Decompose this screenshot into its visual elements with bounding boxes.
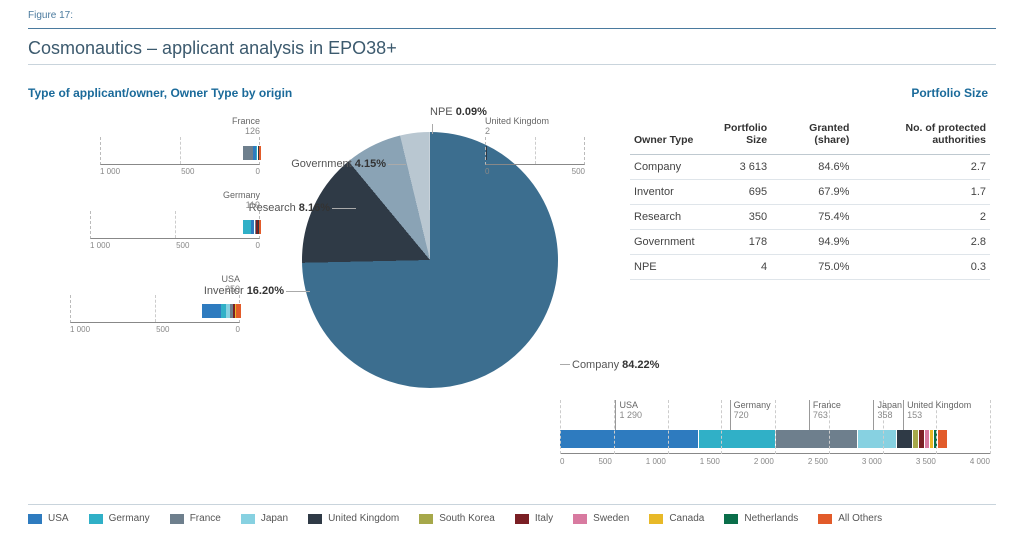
col-owner-type: Owner Type bbox=[630, 116, 699, 155]
pie-leader-npe bbox=[432, 124, 433, 134]
legend-swatch bbox=[241, 514, 255, 524]
table-row: Research35075.4%2 bbox=[630, 205, 990, 230]
legend-swatch bbox=[573, 514, 587, 524]
legend-item: Netherlands bbox=[724, 513, 798, 524]
table-row: Company3 61384.6%2.7 bbox=[630, 155, 990, 180]
pie-leader-research bbox=[332, 208, 356, 209]
pie-label-company: Company 84.22% bbox=[572, 359, 659, 371]
legend-swatch bbox=[89, 514, 103, 524]
col-granted: Granted (share) bbox=[771, 116, 853, 155]
legend-item: Sweden bbox=[573, 513, 629, 524]
mini-bar-germany: Germany1191 0005000 bbox=[90, 190, 260, 250]
legend-item: Germany bbox=[89, 513, 150, 524]
table-row: NPE475.0%0.3 bbox=[630, 255, 990, 280]
legend-item: Canada bbox=[649, 513, 704, 524]
pie-leader-inventor bbox=[286, 291, 310, 292]
legend-item: South Korea bbox=[419, 513, 495, 524]
legend-swatch bbox=[515, 514, 529, 524]
pie-label-npe: NPE 0.09% bbox=[430, 106, 487, 118]
pie-label-government: Government 4.15% bbox=[256, 158, 386, 170]
col-auth: No. of protected authorities bbox=[853, 116, 990, 155]
legend-item: United Kingdom bbox=[308, 513, 399, 524]
legend-item: Italy bbox=[515, 513, 553, 524]
table-row: Inventor69567.9%1.7 bbox=[630, 180, 990, 205]
pie-leader-company bbox=[560, 364, 570, 365]
legend-item: France bbox=[170, 513, 221, 524]
pie-leader-gov bbox=[388, 164, 406, 165]
mini-bar-usa: USA2501 0005000 bbox=[70, 274, 240, 334]
mini-bar-france: France1261 0005000 bbox=[100, 116, 260, 176]
legend-item: All Others bbox=[818, 513, 882, 524]
owner-type-table: Owner Type Portfolio Size Granted (share… bbox=[630, 116, 990, 280]
company-origin-bar: USA1 290Germany720France763Japan358Unite… bbox=[560, 400, 990, 466]
title-rule bbox=[28, 28, 996, 29]
col-portfolio: Portfolio Size bbox=[699, 116, 772, 155]
table-row: Government17894.9%2.8 bbox=[630, 230, 990, 255]
subtitle-rule bbox=[28, 64, 996, 65]
legend-swatch bbox=[419, 514, 433, 524]
mini-bar-npe-uk: United Kingdom20500 bbox=[485, 116, 585, 176]
subtitle-right: Portfolio Size bbox=[911, 86, 988, 100]
legend-swatch bbox=[28, 514, 42, 524]
figure-label: Figure 17: bbox=[28, 10, 73, 21]
legend-item: Japan bbox=[241, 513, 288, 524]
subtitle-left: Type of applicant/owner, Owner Type by o… bbox=[28, 86, 292, 100]
legend-swatch bbox=[649, 514, 663, 524]
legend-swatch bbox=[818, 514, 832, 524]
table-header-row: Owner Type Portfolio Size Granted (share… bbox=[630, 116, 990, 155]
page-title: Cosmonautics – applicant analysis in EPO… bbox=[28, 38, 397, 59]
legend-item: USA bbox=[28, 513, 69, 524]
legend-swatch bbox=[308, 514, 322, 524]
legend-swatch bbox=[724, 514, 738, 524]
legend: USA Germany France Japan United Kingdom South… bbox=[28, 504, 996, 524]
legend-swatch bbox=[170, 514, 184, 524]
